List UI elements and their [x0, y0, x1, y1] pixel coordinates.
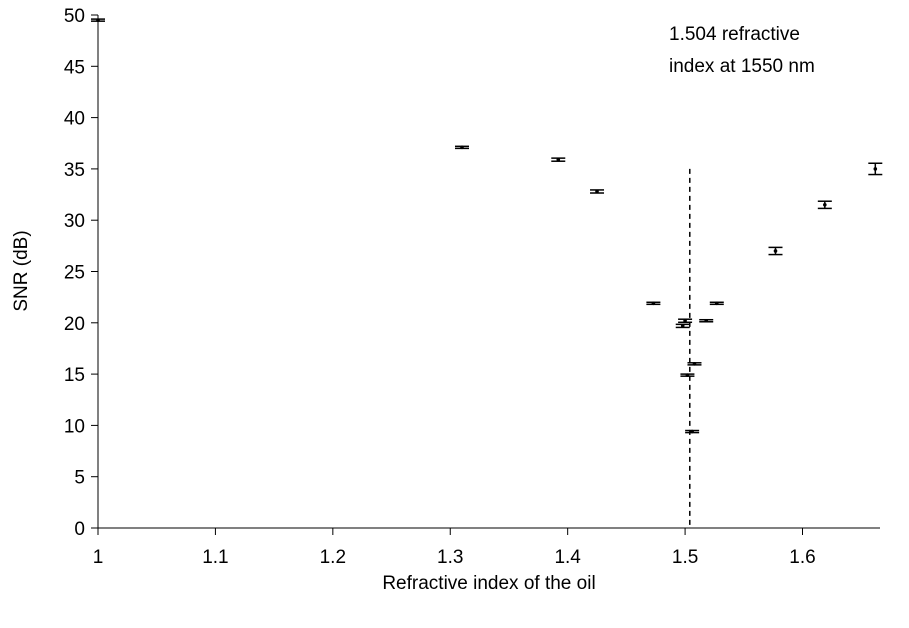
- y-tick-label: 15: [64, 365, 85, 386]
- data-point: [699, 318, 714, 323]
- data-point: [551, 157, 566, 162]
- y-tick-label: 20: [64, 314, 85, 335]
- x-tick-label: 1.6: [789, 547, 815, 568]
- point-marker: [690, 429, 694, 434]
- y-axis-title: SNR (dB): [11, 230, 32, 311]
- data-point: [685, 429, 700, 434]
- data-point: [868, 162, 883, 176]
- annotation-line-2: index at 1550 nm: [669, 56, 815, 77]
- y-axis-ticks: 0 5 10 15 20 25 30 35 40 45 50: [64, 6, 98, 540]
- y-tick-label: 50: [64, 6, 85, 27]
- data-point: [687, 362, 702, 366]
- y-tick-label: 40: [64, 109, 85, 130]
- y-tick-label: 45: [64, 57, 85, 78]
- x-tick-label: 1.2: [320, 547, 346, 568]
- y-tick-label: 35: [64, 160, 85, 181]
- point-marker: [460, 145, 464, 150]
- point-marker: [651, 301, 656, 306]
- x-tick-label: 1.3: [437, 547, 463, 568]
- point-marker: [873, 167, 878, 171]
- y-tick-label: 30: [64, 211, 85, 232]
- x-tick-label: 1.1: [202, 547, 228, 568]
- data-point: [678, 318, 693, 324]
- data-point: [646, 301, 661, 306]
- x-tick-label: 1.4: [554, 547, 581, 568]
- data-point: [680, 373, 695, 377]
- point-marker: [773, 249, 778, 253]
- y-tick-label: 10: [64, 416, 85, 437]
- x-axis-title: Refractive index of the oil: [382, 573, 595, 594]
- point-marker: [692, 362, 697, 366]
- data-point: [675, 323, 690, 329]
- data-point: [817, 200, 832, 210]
- annotation-line-1: 1.504 refractive: [669, 24, 800, 45]
- point-marker: [704, 318, 709, 323]
- point-marker: [680, 324, 685, 328]
- y-tick-label: 5: [74, 468, 85, 489]
- point-marker: [823, 203, 827, 207]
- point-marker: [685, 373, 690, 377]
- data-points: [91, 18, 883, 434]
- point-marker: [556, 157, 561, 162]
- x-tick-label: 1.5: [672, 547, 698, 568]
- point-marker: [683, 318, 687, 323]
- data-point: [590, 189, 605, 194]
- y-tick-label: 0: [74, 519, 85, 540]
- data-point: [454, 145, 469, 150]
- x-tick-label: 1: [93, 547, 104, 568]
- x-axis-ticks: 1 1.1 1.2 1.3 1.4 1.5 1.6: [93, 528, 816, 568]
- data-point: [709, 301, 724, 306]
- data-point: [768, 246, 783, 256]
- y-tick-label: 25: [64, 263, 85, 284]
- point-marker: [714, 301, 719, 306]
- point-marker: [595, 189, 599, 194]
